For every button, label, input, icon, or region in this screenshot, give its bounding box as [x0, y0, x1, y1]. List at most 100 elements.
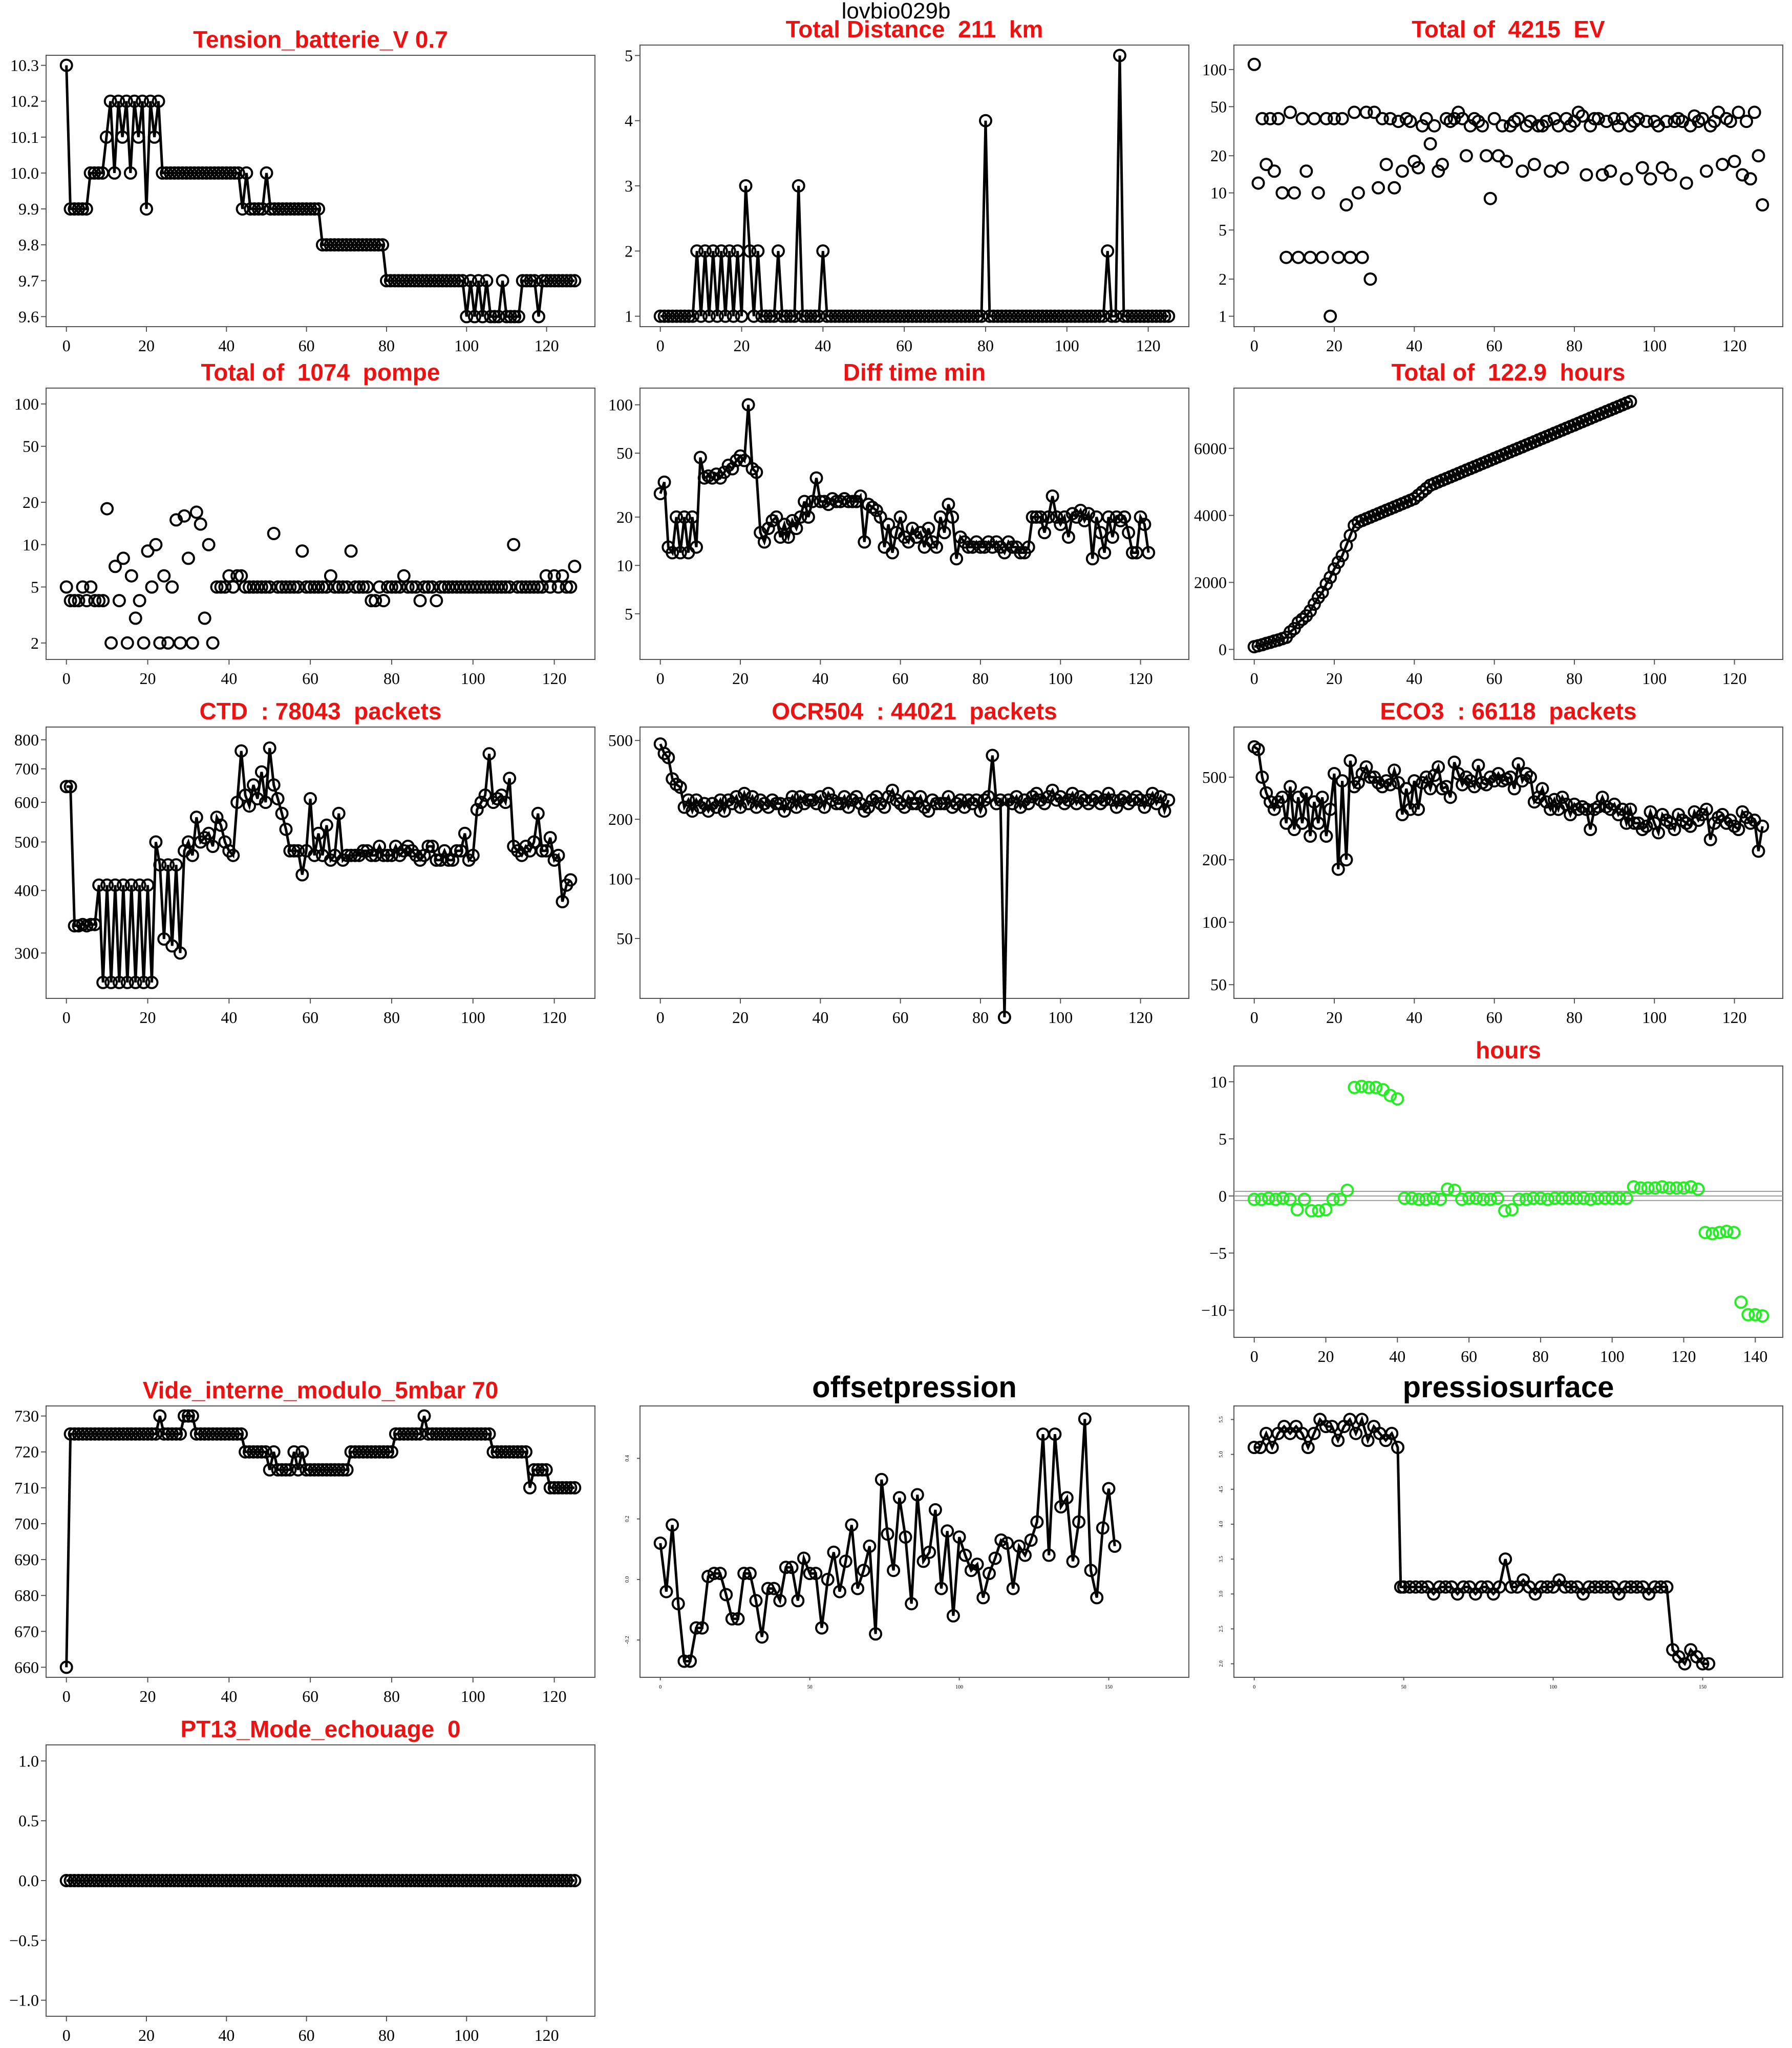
data-point	[397, 569, 411, 583]
data-point	[851, 1582, 865, 1595]
series-line	[1254, 1415, 1709, 1667]
data-point	[263, 741, 276, 755]
plot-frame	[46, 388, 595, 660]
y-tick-label: 9.6	[18, 307, 39, 326]
data-point	[1287, 823, 1301, 836]
data-point	[1619, 172, 1633, 186]
data-point	[108, 166, 121, 180]
data-point	[1459, 770, 1473, 784]
chart-svg: 0 50 100 150 2.0 2.5 3.0 3.5 4.0 4.5 5.0 5.5	[1219, 1405, 1783, 1690]
data-point	[979, 114, 992, 127]
chart-eco3-packets: ECO3 : 66118 packets 0 20 40 60 80 100 120 50 100…	[1202, 698, 1783, 1027]
y-tick-label: 5	[1219, 1129, 1227, 1148]
data-point	[946, 510, 959, 524]
y-tick-label: 3.5	[1219, 1556, 1224, 1563]
data-point	[1756, 819, 1769, 833]
data-point	[1712, 105, 1725, 119]
x-tick-label: 120	[1722, 1008, 1747, 1027]
data-point	[1668, 823, 1681, 836]
data-point	[1307, 112, 1321, 125]
data-point	[377, 594, 391, 608]
data-point	[678, 309, 692, 323]
plot-frame	[1233, 1405, 1783, 1678]
data-point	[1634, 1181, 1648, 1195]
data-point	[801, 793, 815, 807]
data-point	[677, 510, 691, 524]
y-tick-label: 0.5	[18, 1811, 39, 1830]
x-tick-label: 20	[140, 669, 156, 688]
data-point	[1301, 1441, 1315, 1454]
x-tick-label: 50	[1401, 1684, 1406, 1690]
data-point	[882, 518, 895, 531]
data-point	[109, 878, 122, 892]
data-point	[1279, 250, 1293, 264]
y-tick-label: 200	[1202, 850, 1227, 869]
data-point	[1639, 115, 1653, 129]
data-point	[1732, 105, 1745, 119]
data-point	[254, 765, 268, 779]
data-point	[761, 1582, 775, 1595]
data-point	[76, 580, 90, 594]
y-tick-label: −1.0	[9, 1991, 39, 2010]
data-point	[1459, 149, 1473, 163]
data-point	[1398, 1191, 1412, 1205]
data-point	[124, 569, 138, 583]
data-point	[1679, 176, 1693, 190]
y-tick-label: 50	[1210, 975, 1227, 994]
y-tick-label: 9.9	[18, 200, 39, 218]
data-point	[1743, 172, 1757, 186]
data-point	[1703, 833, 1717, 846]
data-point	[1158, 804, 1171, 818]
data-point	[873, 797, 887, 810]
chart-svg: 0 20 40 60 80 100 120 50 100 200 500	[1202, 727, 1783, 1027]
data-point	[677, 800, 691, 814]
data-point	[1648, 1181, 1662, 1195]
y-tick-label: 10	[1210, 1073, 1227, 1091]
data-point	[1129, 790, 1143, 804]
data-point	[909, 797, 923, 810]
data-point	[986, 749, 999, 762]
data-point	[1447, 755, 1461, 769]
data-point	[690, 244, 704, 258]
data-point	[791, 1594, 805, 1608]
data-point	[717, 465, 731, 479]
data-point	[1548, 1191, 1562, 1205]
data-point	[1038, 526, 1051, 540]
data-point	[1319, 1420, 1333, 1434]
data-point	[706, 797, 719, 810]
data-point	[267, 1445, 281, 1459]
data-point	[194, 517, 207, 531]
data-point	[1348, 105, 1361, 119]
data-point	[822, 786, 835, 800]
y-tick-label: 200	[608, 810, 633, 828]
data-point	[1388, 181, 1401, 195]
data-point	[1415, 1580, 1428, 1594]
data-point	[137, 636, 151, 650]
data-point	[950, 552, 964, 566]
x-tick-label: 0	[656, 336, 665, 355]
data-point	[568, 274, 582, 288]
data-point	[72, 202, 86, 216]
data-point	[507, 538, 521, 551]
data-point	[869, 503, 883, 517]
x-tick-label: 20	[138, 336, 155, 355]
data-point	[839, 1554, 852, 1568]
data-point	[1304, 829, 1317, 843]
y-tick-label: 2	[1219, 270, 1227, 288]
x-tick-label: 80	[1532, 1347, 1549, 1366]
data-point	[923, 1545, 936, 1559]
data-point	[1379, 774, 1393, 788]
data-point	[275, 806, 289, 820]
data-point	[671, 1597, 685, 1611]
chart-title: Total Distance 211 km	[785, 16, 1043, 42]
x-tick-label: 40	[1389, 1347, 1405, 1366]
data-point	[1283, 1192, 1297, 1206]
data-point	[59, 780, 73, 794]
y-tick-label: 50	[616, 444, 633, 462]
data-point	[267, 527, 281, 540]
data-point	[234, 744, 248, 758]
data-point	[1260, 158, 1273, 172]
x-tick-label: 80	[1566, 336, 1583, 355]
data-point	[657, 746, 671, 760]
plot-frame	[639, 388, 1189, 660]
